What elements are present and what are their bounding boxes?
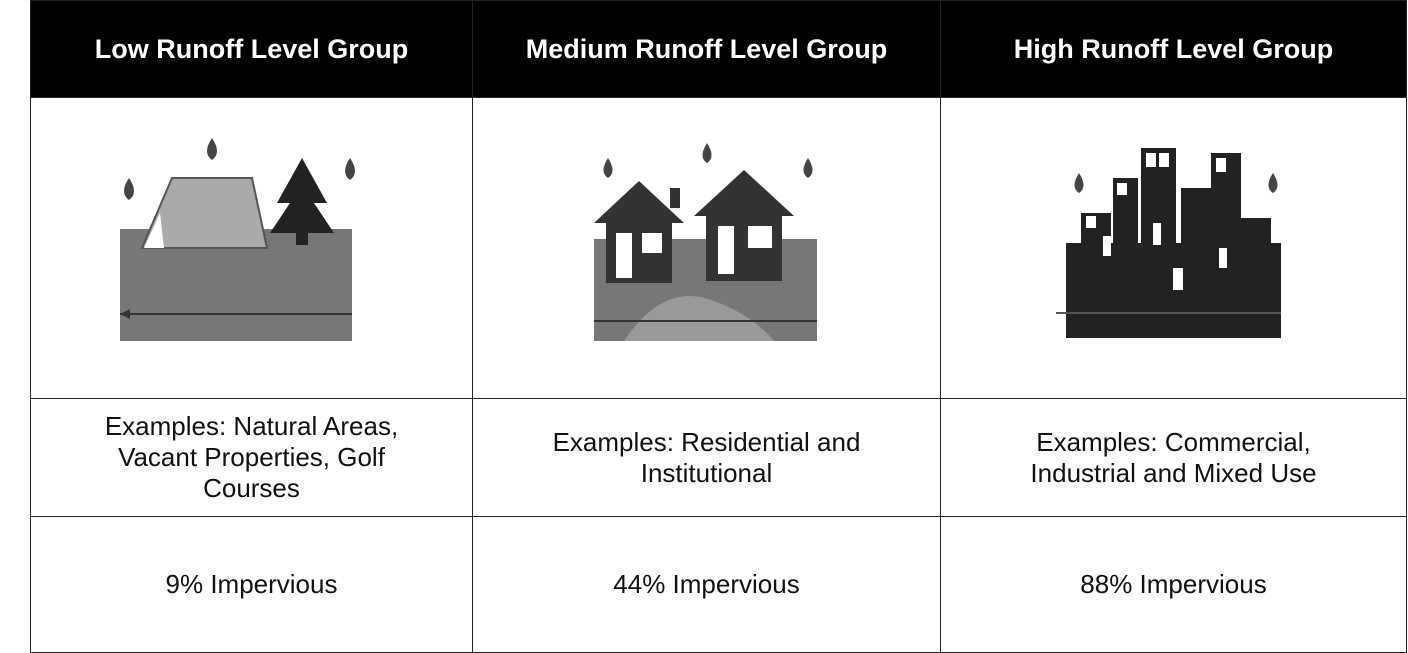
column-header: High Runoff Level Group (940, 0, 1407, 98)
impervious-cell: 9% Impervious (30, 516, 473, 653)
icon-cell (30, 97, 473, 399)
impervious-row: 9% Impervious 44% Impervious 88% Impervi… (30, 516, 1407, 653)
examples-cell: Examples: Residential and Institutional (472, 398, 941, 517)
icon-row (30, 97, 1407, 399)
column-header: Medium Runoff Level Group (472, 0, 941, 98)
column-header: Low Runoff Level Group (30, 0, 473, 98)
residential-icon (593, 143, 817, 341)
impervious-cell: 44% Impervious (472, 516, 941, 653)
commercial-icon (1056, 148, 1281, 338)
examples-row: Examples: Natural Areas, Vacant Properti… (30, 398, 1407, 517)
runoff-table: Low Runoff Level Group Medium Runoff Lev… (30, 0, 1407, 653)
examples-cell: Examples: Natural Areas, Vacant Properti… (30, 398, 473, 517)
examples-cell: Examples: Commercial, Industrial and Mix… (940, 398, 1407, 517)
impervious-cell: 88% Impervious (940, 516, 1407, 653)
icon-cell (472, 97, 941, 399)
header-row: Low Runoff Level Group Medium Runoff Lev… (30, 0, 1407, 98)
icon-cell (940, 97, 1407, 399)
natural-area-icon (119, 138, 355, 341)
